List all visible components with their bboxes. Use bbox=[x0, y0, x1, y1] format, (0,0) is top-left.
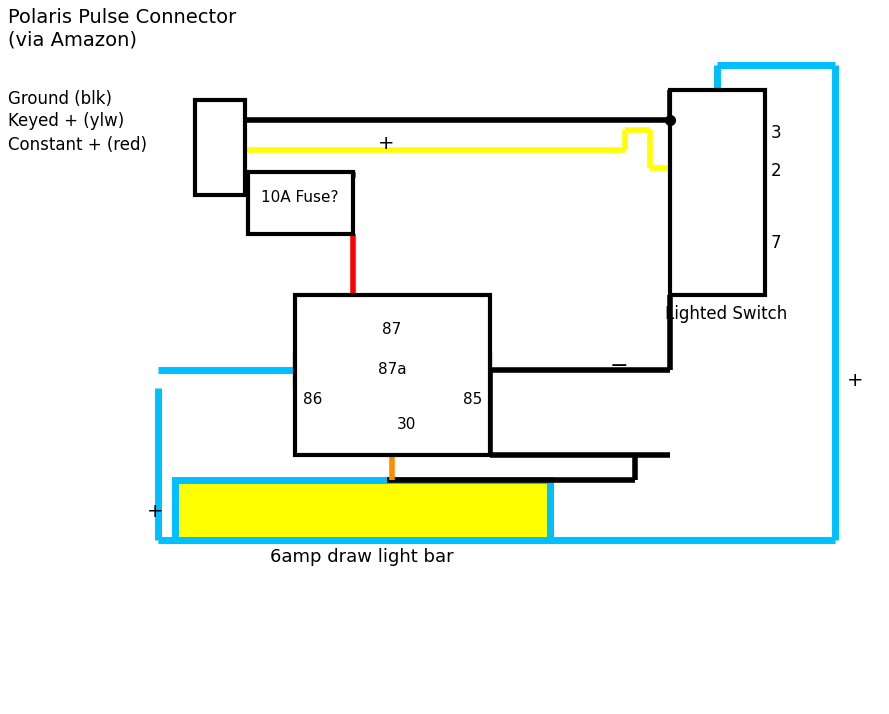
Text: Lighted Switch: Lighted Switch bbox=[665, 305, 788, 323]
Text: (via Amazon): (via Amazon) bbox=[8, 30, 137, 49]
Text: 10A Fuse?: 10A Fuse? bbox=[261, 189, 339, 204]
Text: 86: 86 bbox=[303, 392, 323, 407]
Text: Constant + (red): Constant + (red) bbox=[8, 136, 147, 154]
Bar bbox=[195, 100, 245, 195]
Text: −: − bbox=[610, 356, 629, 376]
Bar bbox=[175, 480, 550, 540]
Text: Polaris Pulse Connector: Polaris Pulse Connector bbox=[8, 8, 236, 27]
Text: 87a: 87a bbox=[378, 362, 406, 377]
Text: 6amp draw light bar: 6amp draw light bar bbox=[270, 548, 453, 566]
Text: 3: 3 bbox=[771, 124, 781, 142]
Text: 2: 2 bbox=[771, 162, 781, 180]
Text: 30: 30 bbox=[397, 417, 416, 432]
Bar bbox=[248, 172, 353, 234]
Text: +: + bbox=[378, 134, 395, 153]
Bar bbox=[295, 295, 490, 455]
Bar bbox=[670, 90, 765, 295]
Text: Ground (blk): Ground (blk) bbox=[8, 90, 112, 108]
Text: +: + bbox=[147, 502, 164, 521]
Text: +: + bbox=[847, 371, 863, 390]
Text: 85: 85 bbox=[463, 392, 482, 407]
Text: Keyed + (ylw): Keyed + (ylw) bbox=[8, 112, 124, 130]
Text: 7: 7 bbox=[771, 234, 781, 252]
Text: 87: 87 bbox=[382, 322, 402, 337]
